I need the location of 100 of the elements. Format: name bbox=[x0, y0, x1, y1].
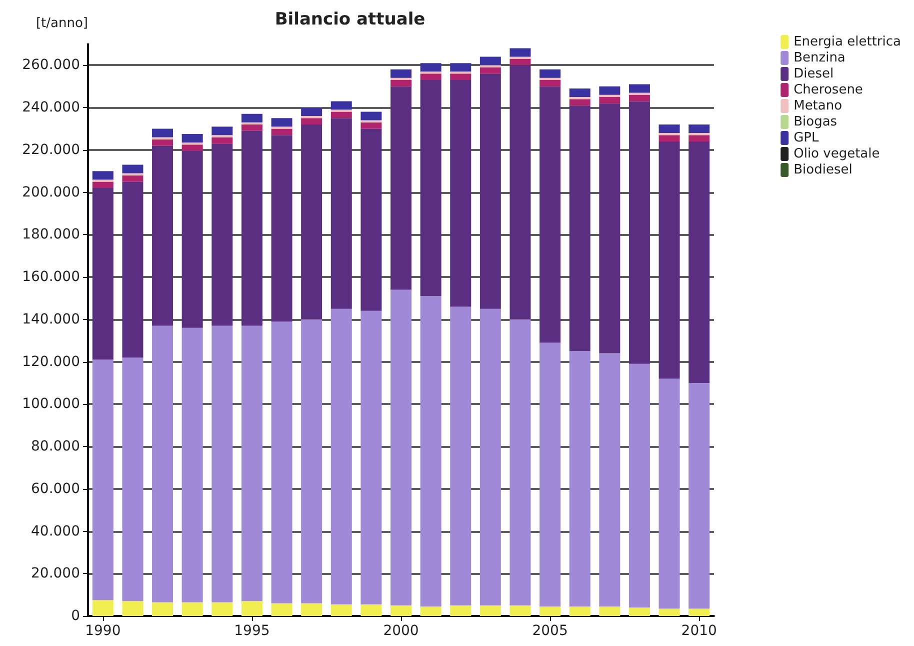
bar bbox=[330, 118, 352, 309]
legend-label: Olio vegetale bbox=[794, 146, 880, 162]
bar bbox=[688, 141, 710, 383]
bar bbox=[688, 124, 710, 133]
bar bbox=[510, 48, 531, 57]
y-tick-label: 260.000 bbox=[22, 57, 80, 74]
bar bbox=[688, 608, 710, 616]
bar bbox=[658, 141, 680, 379]
bar bbox=[92, 600, 114, 616]
bar bbox=[271, 603, 292, 616]
bar bbox=[599, 353, 620, 606]
bar bbox=[480, 605, 501, 616]
bar bbox=[271, 135, 292, 322]
bar bbox=[390, 86, 412, 290]
y-tick-label: 180.000 bbox=[22, 226, 80, 243]
bar bbox=[360, 128, 382, 311]
bar bbox=[390, 78, 412, 80]
y-axis-title: [t/anno] bbox=[36, 16, 88, 31]
bar bbox=[241, 601, 262, 616]
bar bbox=[360, 112, 382, 120]
bar bbox=[92, 182, 114, 188]
legend-label: Biodiesel bbox=[794, 162, 852, 178]
bar bbox=[450, 80, 472, 307]
bar bbox=[301, 319, 322, 604]
bar bbox=[152, 128, 174, 138]
bar bbox=[212, 137, 233, 144]
bar bbox=[569, 88, 590, 97]
bar bbox=[510, 65, 531, 320]
bar bbox=[510, 319, 531, 606]
bar bbox=[182, 150, 203, 328]
bar bbox=[182, 134, 203, 143]
bar bbox=[212, 602, 233, 616]
legend-label: Benzina bbox=[794, 50, 846, 66]
bar bbox=[420, 296, 442, 606]
bar bbox=[510, 605, 531, 616]
bar bbox=[122, 182, 144, 358]
bar bbox=[628, 364, 650, 608]
bar bbox=[450, 63, 472, 72]
bar bbox=[182, 328, 203, 602]
y-tick-label: 20.000 bbox=[31, 566, 80, 582]
bar bbox=[122, 175, 144, 182]
bar bbox=[301, 108, 322, 116]
bar bbox=[360, 604, 382, 616]
bar bbox=[480, 67, 501, 74]
bar bbox=[658, 378, 680, 609]
bar bbox=[92, 171, 114, 180]
bar bbox=[271, 322, 292, 604]
bar bbox=[540, 342, 561, 606]
bar bbox=[480, 74, 501, 309]
bar bbox=[122, 164, 144, 174]
bar bbox=[212, 326, 233, 602]
bar bbox=[390, 80, 412, 86]
y-tick-label: 80.000 bbox=[31, 438, 80, 455]
y-tick-label: 160.000 bbox=[22, 269, 80, 286]
bar bbox=[271, 128, 292, 136]
bar bbox=[330, 112, 352, 118]
bar bbox=[330, 308, 352, 604]
bar bbox=[420, 80, 442, 296]
bar bbox=[658, 132, 680, 136]
bar bbox=[92, 188, 114, 360]
x-tick-label: 2000 bbox=[383, 623, 419, 639]
bar bbox=[569, 606, 590, 616]
legend-label: Energia elettrica bbox=[794, 34, 902, 50]
y-tick-label: 40.000 bbox=[31, 523, 80, 540]
bar bbox=[510, 58, 531, 66]
bar bbox=[628, 608, 650, 616]
bar bbox=[688, 132, 710, 136]
bar bbox=[212, 144, 233, 326]
bar bbox=[241, 122, 262, 125]
x-tick-label: 1995 bbox=[234, 623, 270, 639]
bar bbox=[628, 94, 650, 102]
y-tick-label: 240.000 bbox=[22, 100, 80, 116]
bar bbox=[420, 74, 442, 80]
bar bbox=[688, 382, 710, 609]
bar bbox=[599, 96, 620, 104]
bar bbox=[569, 99, 590, 106]
x-tick-label: 1990 bbox=[85, 623, 121, 639]
bar bbox=[628, 101, 650, 364]
y-tick-label: 0 bbox=[71, 608, 80, 624]
bar bbox=[182, 602, 203, 616]
bar bbox=[152, 326, 174, 602]
bar bbox=[480, 56, 501, 66]
bar bbox=[241, 124, 262, 131]
bar bbox=[628, 84, 650, 93]
bar bbox=[390, 290, 412, 606]
bar bbox=[122, 601, 144, 616]
bar bbox=[390, 69, 412, 78]
bar bbox=[420, 63, 442, 72]
bar bbox=[658, 124, 680, 133]
y-tick-label: 140.000 bbox=[22, 311, 80, 328]
y-tick-label: 120.000 bbox=[22, 354, 80, 370]
bar bbox=[152, 139, 174, 146]
bar bbox=[599, 86, 620, 95]
bar bbox=[301, 124, 322, 320]
bar bbox=[420, 606, 442, 616]
bar bbox=[569, 96, 590, 100]
bar bbox=[152, 602, 174, 616]
legend-label: Cherosene bbox=[794, 82, 863, 98]
bar bbox=[92, 360, 114, 600]
bar bbox=[360, 122, 382, 129]
